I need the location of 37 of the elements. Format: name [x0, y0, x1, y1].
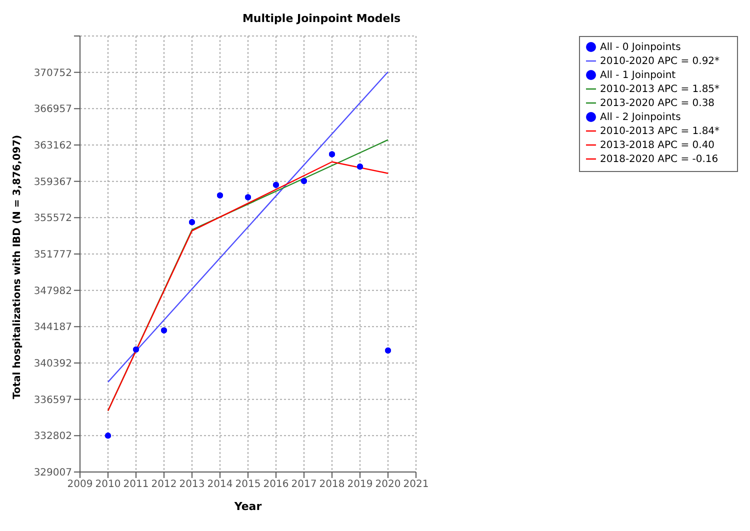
chart-title: Multiple Joinpoint Models [241, 12, 402, 25]
x-tick-label: 2019 [347, 479, 373, 490]
legend-label: 2018-2020 APC = -0.16 [600, 154, 718, 165]
y-tick-label: 332802 [34, 431, 72, 442]
x-tick-label: 2018 [319, 479, 345, 490]
y-axis-title: Total hospitalizations with IBD (N = 3,876,097) [12, 134, 23, 400]
x-tick-label: 2014 [207, 479, 233, 490]
x-tick-label: 2021 [403, 479, 429, 490]
x-tick-label: 2010 [95, 479, 121, 490]
x-tick-label: 2015 [235, 479, 261, 490]
y-tick-label: 370752 [34, 68, 72, 79]
x-tick-label: 2016 [263, 479, 289, 490]
y-tick-label: 363162 [34, 140, 72, 152]
x-tick-label: 2012 [151, 479, 177, 490]
legend-label: All - 0 Joinpoints [600, 42, 681, 53]
y-tick-label: 355572 [34, 213, 72, 224]
y-tick-label: 329007 [34, 468, 72, 479]
legend-label: 2010-2013 APC = 1.84* [600, 126, 720, 137]
x-tick-label: 2020 [375, 479, 401, 490]
legend-label: All - 1 Joinpoint [600, 70, 676, 81]
y-tick-label: 351777 [34, 250, 72, 261]
y-tick-label: 344187 [34, 322, 72, 334]
legend-label: 2010-2020 APC = 0.92* [600, 56, 720, 67]
y-tick-label: 340392 [34, 358, 72, 370]
x-tick-label: 2013 [179, 479, 205, 490]
legend-label: 2013-2018 APC = 0.40 [600, 140, 715, 151]
legend-label: 2010-2013 APC = 1.85* [600, 84, 720, 95]
legend-label: All - 2 Joinpoints [600, 112, 681, 123]
y-tick-label: 359367 [34, 176, 72, 188]
x-axis-title: Year [233, 500, 262, 513]
y-tick-label: 366957 [34, 104, 72, 116]
y-tick-label: 347982 [34, 286, 72, 297]
x-tick-label: 2009 [67, 479, 93, 490]
x-tick-label: 2017 [291, 479, 317, 490]
legend-label: 2013-2020 APC = 0.38 [600, 98, 715, 109]
x-tick-label: 2011 [123, 479, 149, 490]
y-tick-label: 336597 [34, 394, 72, 406]
